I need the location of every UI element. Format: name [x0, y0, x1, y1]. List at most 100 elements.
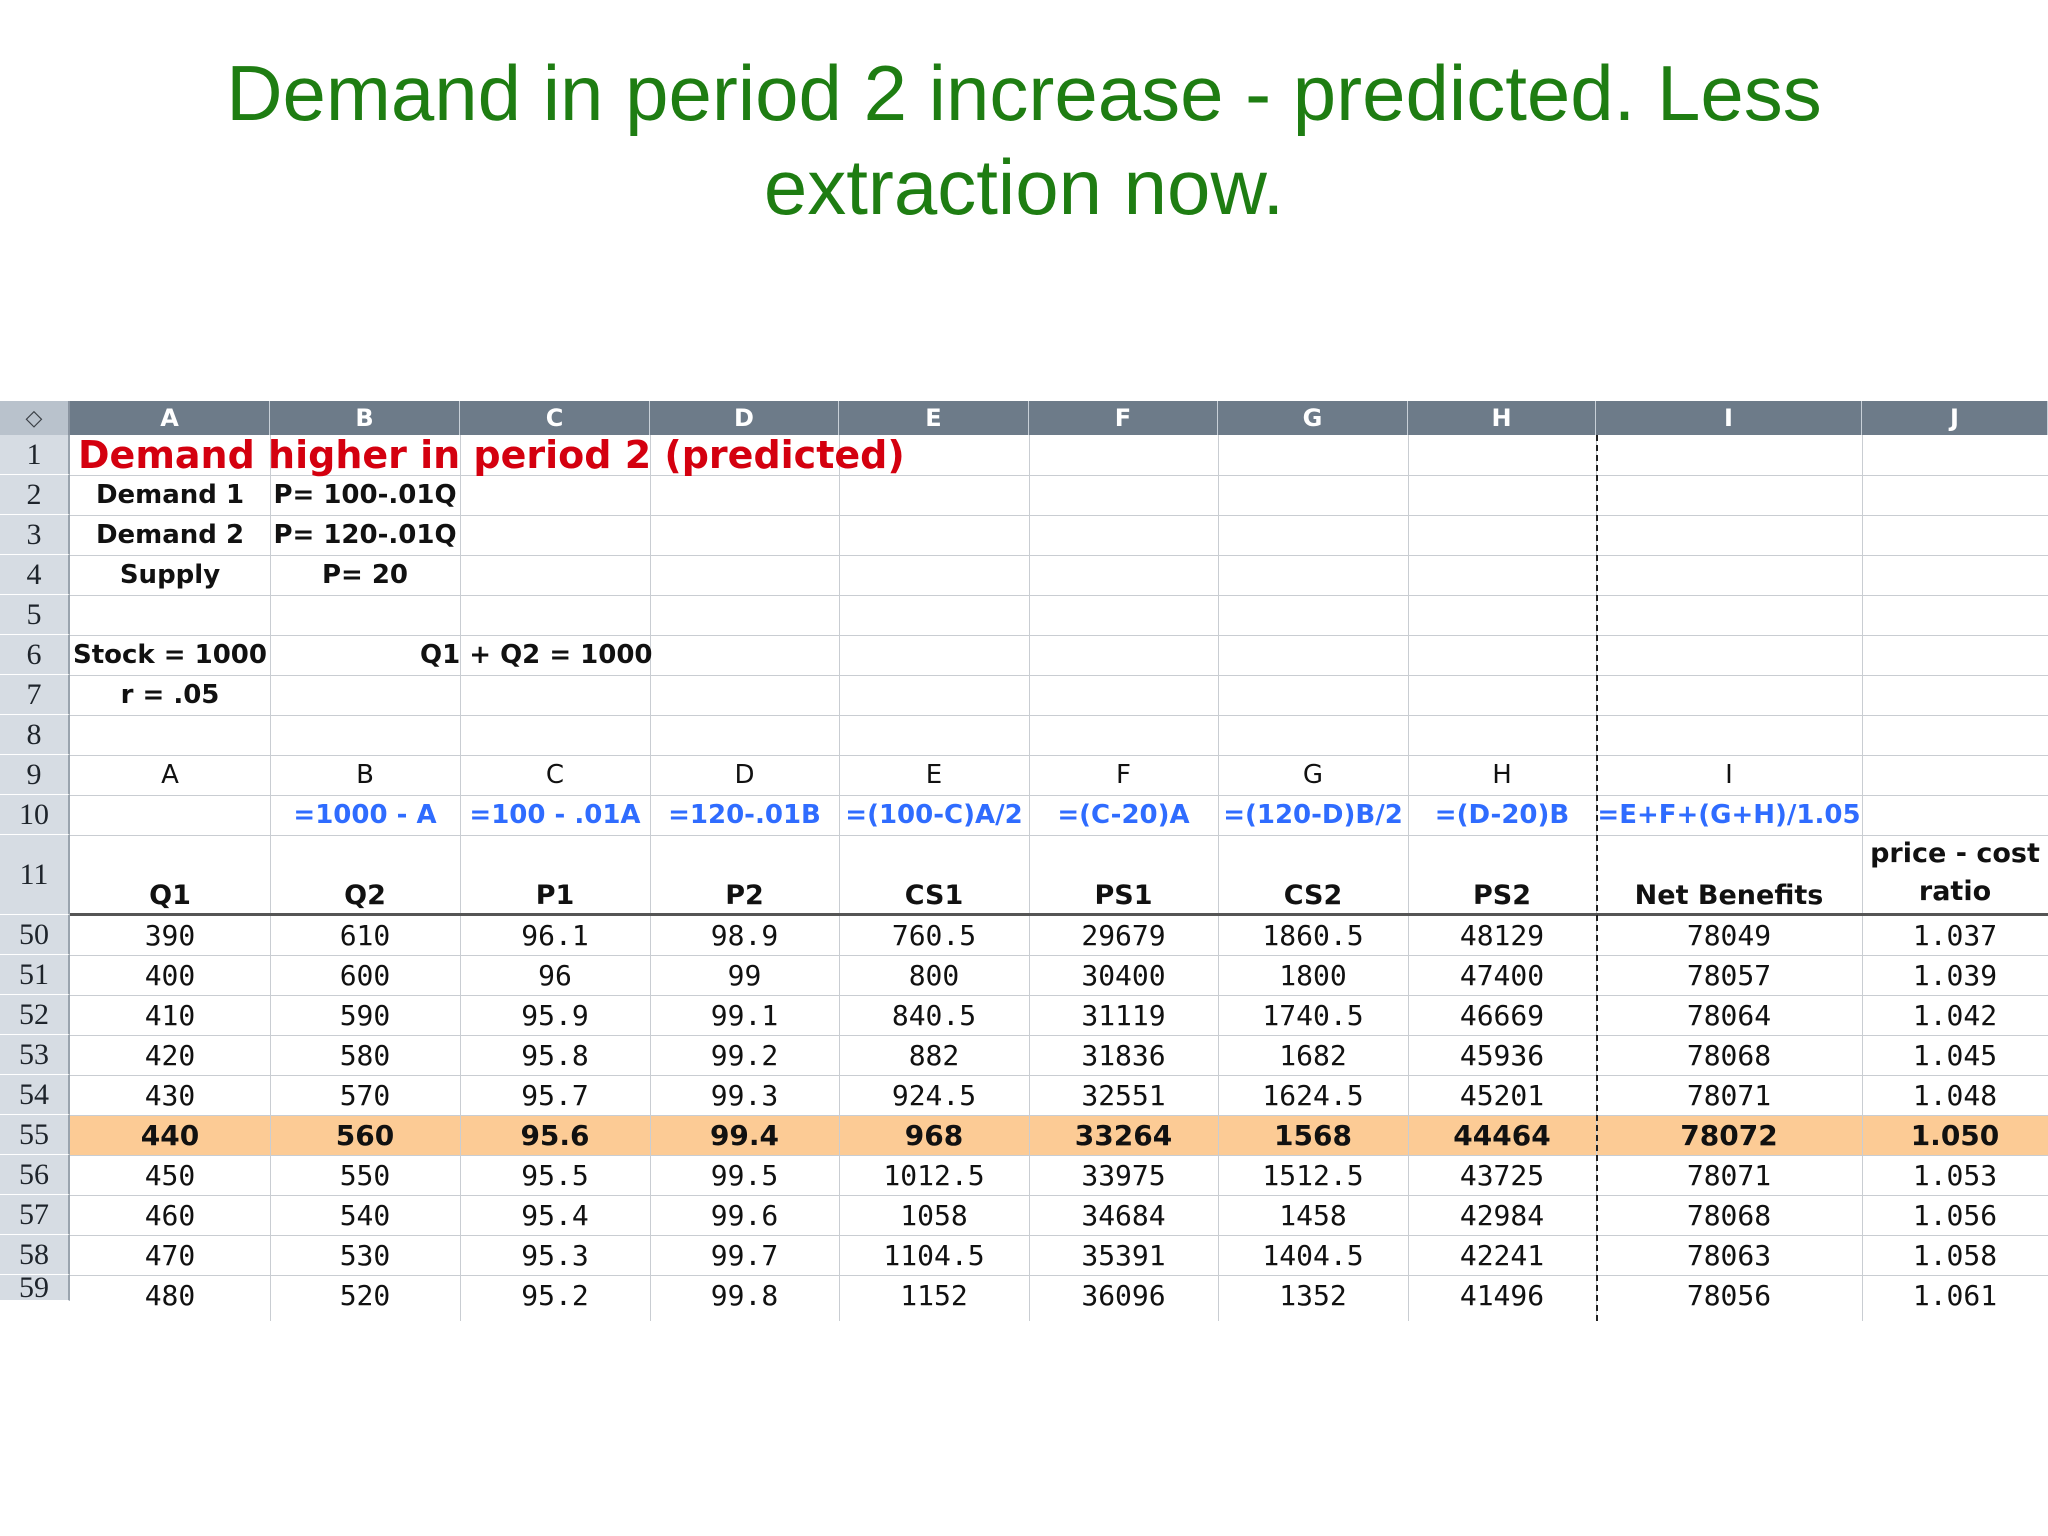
- data-cell[interactable]: 1404.5: [1262, 1238, 1364, 1272]
- data-cell[interactable]: 400: [144, 958, 196, 992]
- constraint-equation[interactable]: Q1 + Q2 = 1000: [420, 640, 653, 670]
- data-cell[interactable]: 800: [908, 958, 960, 992]
- data-cell[interactable]: 95.3: [521, 1238, 589, 1272]
- rate-value[interactable]: r = .05: [120, 680, 220, 710]
- data-cell[interactable]: 1740.5: [1262, 998, 1364, 1032]
- column-header-a[interactable]: A: [70, 401, 270, 435]
- row-header-50[interactable]: 50: [0, 915, 70, 955]
- data-cell[interactable]: 1.048: [1912, 1078, 1998, 1112]
- data-cell[interactable]: 99.7: [710, 1238, 779, 1272]
- data-cell[interactable]: 1624.5: [1262, 1078, 1364, 1112]
- data-cell[interactable]: 420: [144, 1038, 196, 1072]
- demand1-equation[interactable]: P= 100-.01Q: [273, 480, 457, 510]
- variable-letter[interactable]: D: [734, 760, 755, 790]
- data-cell[interactable]: 470: [144, 1238, 196, 1272]
- row-header-5[interactable]: 5: [0, 595, 70, 635]
- header-price-cost-ratio[interactable]: price - cost ratio: [1862, 835, 2048, 915]
- header-ps2[interactable]: PS2: [1472, 880, 1532, 911]
- data-cell[interactable]: 1512.5: [1262, 1158, 1364, 1192]
- data-cell[interactable]: 1.053: [1912, 1158, 1998, 1192]
- variable-letter[interactable]: A: [161, 760, 179, 790]
- data-cell[interactable]: 95.9: [521, 998, 589, 1032]
- variable-letter[interactable]: F: [1116, 760, 1131, 790]
- column-header-e[interactable]: E: [839, 401, 1029, 435]
- data-cell[interactable]: 760.5: [891, 918, 977, 952]
- stock-value[interactable]: Stock = 1000: [73, 640, 267, 670]
- data-cell[interactable]: 30400: [1081, 958, 1166, 992]
- row-header-11[interactable]: 11: [0, 835, 70, 915]
- data-cell[interactable]: 1.050: [1910, 1118, 2000, 1152]
- row-header-56[interactable]: 56: [0, 1155, 70, 1195]
- row-header-54[interactable]: 54: [0, 1075, 70, 1115]
- data-cell[interactable]: 35391: [1081, 1238, 1166, 1272]
- row-header-4[interactable]: 4: [0, 555, 70, 595]
- column-header-j[interactable]: J: [1862, 401, 2048, 435]
- data-cell[interactable]: 99.8: [710, 1279, 779, 1312]
- row-header-10[interactable]: 10: [0, 795, 70, 835]
- data-cell[interactable]: 540: [339, 1198, 391, 1232]
- row-header-6[interactable]: 6: [0, 635, 70, 675]
- column-header-b[interactable]: B: [270, 401, 460, 435]
- data-cell[interactable]: 924.5: [891, 1078, 977, 1112]
- row-header-57[interactable]: 57: [0, 1195, 70, 1235]
- data-cell[interactable]: 99.2: [710, 1038, 779, 1072]
- header-net-benefits[interactable]: Net Benefits: [1634, 880, 1824, 911]
- row-header-2[interactable]: 2: [0, 475, 70, 515]
- row-header-59[interactable]: 59: [0, 1271, 70, 1304]
- data-cell[interactable]: 550: [339, 1158, 391, 1192]
- data-cell[interactable]: 1.058: [1912, 1238, 1998, 1272]
- data-cell[interactable]: 78068: [1686, 1038, 1772, 1072]
- data-cell[interactable]: 1.042: [1912, 998, 1998, 1032]
- data-cell[interactable]: 1.039: [1912, 958, 1998, 992]
- data-cell[interactable]: 390: [144, 918, 196, 952]
- formula-cell[interactable]: =(100-C)A/2: [845, 800, 1023, 830]
- select-all-corner[interactable]: ◇: [0, 401, 70, 435]
- data-cell[interactable]: 440: [140, 1118, 200, 1152]
- data-cell[interactable]: 1.056: [1912, 1198, 1998, 1232]
- data-cell[interactable]: 520: [339, 1279, 391, 1312]
- data-cell[interactable]: 1.045: [1912, 1038, 1998, 1072]
- variable-letter[interactable]: I: [1725, 760, 1733, 790]
- data-cell[interactable]: 1352: [1279, 1279, 1347, 1312]
- data-cell[interactable]: 78057: [1686, 958, 1772, 992]
- data-cell[interactable]: 570: [339, 1078, 391, 1112]
- data-cell[interactable]: 410: [144, 998, 196, 1032]
- formula-cell[interactable]: =100 - .01A: [469, 800, 641, 830]
- column-header-f[interactable]: F: [1029, 401, 1218, 435]
- header-q2[interactable]: Q2: [344, 880, 386, 911]
- formula-cell[interactable]: =E+F+(G+H)/1.05: [1597, 800, 1861, 830]
- data-cell[interactable]: 45201: [1459, 1078, 1545, 1112]
- data-cell[interactable]: 42984: [1459, 1198, 1545, 1232]
- data-cell[interactable]: 78063: [1686, 1238, 1772, 1272]
- formula-cell[interactable]: =1000 - A: [293, 800, 437, 830]
- data-cell[interactable]: 31836: [1081, 1038, 1166, 1072]
- row-header-53[interactable]: 53: [0, 1035, 70, 1075]
- data-cell[interactable]: 78072: [1680, 1118, 1778, 1152]
- data-cell[interactable]: 98.9: [710, 918, 779, 952]
- data-cell[interactable]: 96.1: [521, 918, 589, 952]
- data-cell[interactable]: 590: [339, 998, 391, 1032]
- data-cell[interactable]: 460: [144, 1198, 196, 1232]
- data-cell[interactable]: 41496: [1459, 1279, 1545, 1312]
- variable-letter[interactable]: C: [545, 760, 565, 790]
- data-cell[interactable]: 45936: [1459, 1038, 1545, 1072]
- data-cell[interactable]: 430: [144, 1078, 196, 1112]
- formula-cell[interactable]: =(D-20)B: [1434, 800, 1570, 830]
- row-header-8[interactable]: 8: [0, 715, 70, 755]
- data-cell[interactable]: 29679: [1081, 918, 1166, 952]
- data-cell[interactable]: 47400: [1459, 958, 1545, 992]
- data-cell[interactable]: 580: [339, 1038, 391, 1072]
- header-p1[interactable]: P1: [535, 880, 575, 911]
- data-cell[interactable]: 968: [904, 1118, 964, 1152]
- data-cell[interactable]: 78064: [1686, 998, 1772, 1032]
- data-cell[interactable]: 78068: [1686, 1198, 1772, 1232]
- data-cell[interactable]: 882: [908, 1038, 960, 1072]
- row-header-58[interactable]: 58: [0, 1235, 70, 1275]
- data-cell[interactable]: 95.5: [521, 1158, 589, 1192]
- formula-cell[interactable]: =(C-20)A: [1057, 800, 1190, 830]
- demand2-equation[interactable]: P= 120-.01Q: [273, 520, 457, 550]
- variable-letter[interactable]: E: [925, 760, 943, 790]
- data-cell[interactable]: 43725: [1459, 1158, 1545, 1192]
- data-cell[interactable]: 31119: [1081, 998, 1166, 1032]
- row-header-52[interactable]: 52: [0, 995, 70, 1035]
